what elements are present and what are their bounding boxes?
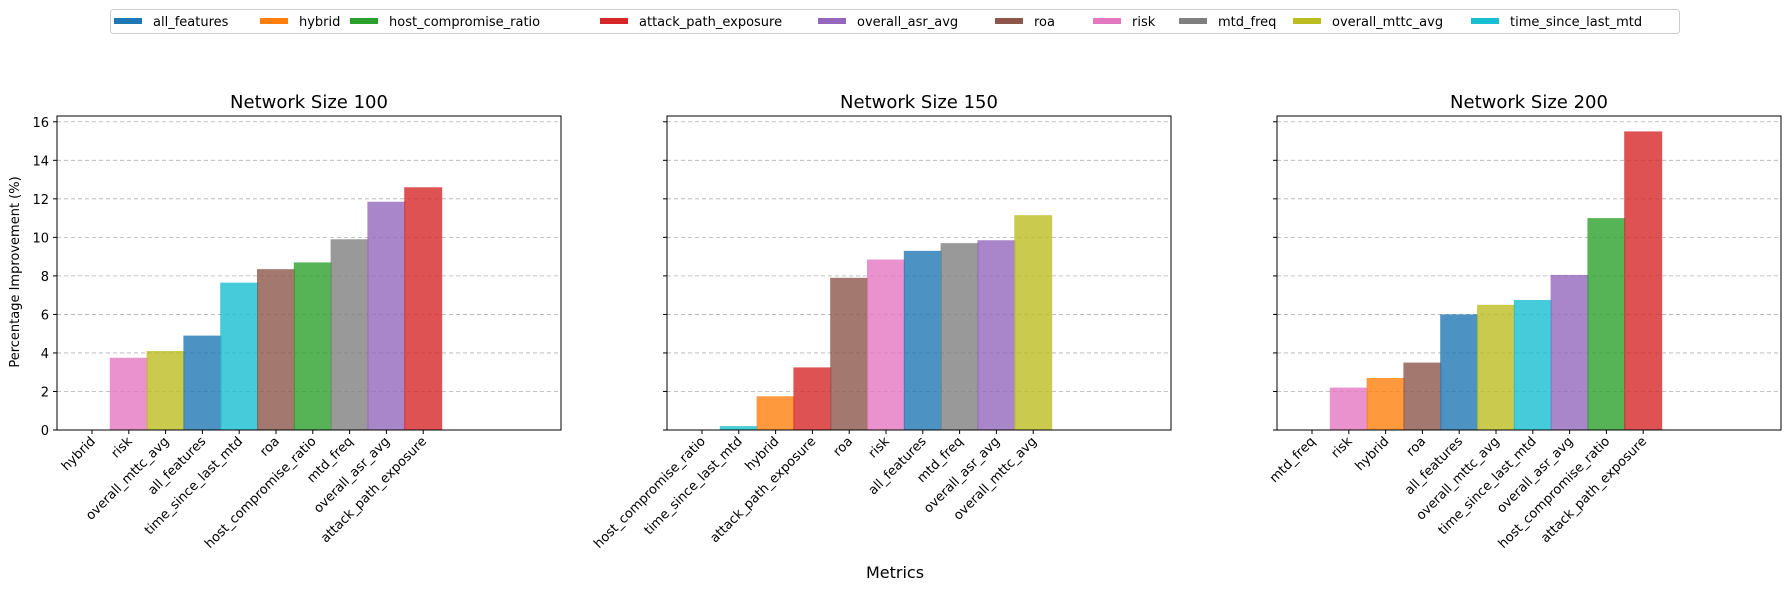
bar-roa: [1403, 362, 1442, 430]
y-tick-label: 0: [41, 424, 49, 439]
legend-label-hybrid: hybrid: [299, 15, 340, 30]
legend-swatch-overall_mttc_avg: [1293, 18, 1321, 24]
x-tick-label: risk: [866, 434, 893, 461]
legend-swatch-overall_asr_avg: [818, 18, 846, 24]
panel-title: Network Size 150: [840, 92, 998, 113]
bar-overall_asr_avg: [977, 240, 1016, 430]
x-axis-label: Metrics: [866, 563, 924, 582]
x-tick-label: roa: [831, 434, 856, 459]
legend-label-risk: risk: [1132, 15, 1156, 30]
y-tick-label: 2: [41, 385, 49, 400]
axes-frame: [56, 115, 562, 431]
bar-overall_asr_avg: [1550, 274, 1589, 430]
legend-label-overall_mttc_avg: overall_mttc_avg: [1332, 15, 1443, 30]
x-tick-label: hybrid: [1353, 434, 1393, 474]
legend-label-overall_asr_avg: overall_asr_avg: [857, 15, 958, 30]
panel-title: Network Size 200: [1450, 92, 1608, 113]
bar-host_compromise_ratio: [293, 262, 332, 430]
bar-time_since_last_mtd: [220, 282, 259, 430]
panel-2: host_compromise_ratiotime_since_last_mtd…: [591, 92, 1172, 552]
x-tick-label: risk: [1329, 434, 1356, 461]
legend-swatch-mtd_freq: [1179, 18, 1207, 24]
legend-label-roa: roa: [1034, 15, 1055, 30]
x-tick-label: mtd_freq: [1267, 434, 1319, 486]
bar-roa: [257, 269, 295, 430]
legend-swatch-time_since_last_mtd: [1471, 18, 1499, 24]
bar-host_compromise_ratio: [1587, 218, 1626, 430]
panel-title: Network Size 100: [230, 92, 388, 113]
legend-swatch-roa: [995, 18, 1023, 24]
y-tick-label: 12: [32, 193, 49, 208]
axes-frame: [1276, 115, 1782, 431]
y-axis-label: Percentage Improvement (%): [8, 176, 23, 367]
bar-hybrid: [756, 396, 795, 430]
bar-overall_asr_avg: [367, 201, 406, 430]
bar-time_since_last_mtd: [719, 426, 758, 430]
bar-roa: [830, 277, 869, 430]
bar-hybrid: [1366, 377, 1405, 430]
legend-swatch-all_features: [114, 18, 142, 24]
bar-attack_path_exposure: [404, 187, 443, 430]
y-tick-label: 14: [32, 154, 49, 169]
bar-time_since_last_mtd: [1513, 299, 1552, 430]
legend-label-time_since_last_mtd: time_since_last_mtd: [1510, 15, 1642, 30]
legend-swatch-risk: [1093, 18, 1121, 24]
bar-risk: [109, 357, 148, 430]
legend-swatch-hybrid: [260, 18, 288, 24]
y-tick-label: 8: [41, 270, 49, 285]
bar-risk: [1329, 387, 1368, 430]
bar-mtd_freq: [330, 239, 369, 430]
bar-overall_mttc_avg: [1477, 304, 1515, 430]
y-tick-label: 4: [41, 347, 49, 362]
bar-overall_mttc_avg: [146, 351, 185, 430]
legend-label-all_features: all_features: [153, 15, 229, 30]
legend-frame: [110, 9, 1680, 34]
bar-risk: [867, 259, 905, 430]
legend-label-attack_path_exposure: attack_path_exposure: [639, 15, 782, 30]
legend: all_features hybrid host_compromise_ratio a…: [110, 9, 1680, 34]
legend-swatch-host_compromise_ratio: [350, 18, 378, 24]
x-tick-label: hybrid: [59, 434, 99, 474]
legend-label-mtd_freq: mtd_freq: [1218, 15, 1276, 30]
y-tick-label: 10: [32, 231, 49, 246]
bar-all_features: [183, 335, 222, 430]
bar-all_features: [1440, 314, 1479, 430]
bar-all_features: [903, 250, 942, 430]
bar-attack_path_exposure: [1624, 131, 1663, 430]
x-tick-label: roa: [1404, 434, 1429, 459]
legend-label-host_compromise_ratio: host_compromise_ratio: [389, 15, 540, 30]
bar-overall_mttc_avg: [1014, 215, 1053, 430]
legend-swatch-attack_path_exposure: [600, 18, 628, 24]
y-tick-label: 6: [41, 308, 49, 323]
bar-attack_path_exposure: [793, 367, 832, 430]
x-tick-label: risk: [109, 434, 136, 461]
bar-mtd_freq: [940, 243, 979, 430]
axes-frame: [666, 115, 1172, 431]
y-tick-label: 16: [32, 116, 49, 131]
x-tick-label: roa: [257, 434, 282, 459]
